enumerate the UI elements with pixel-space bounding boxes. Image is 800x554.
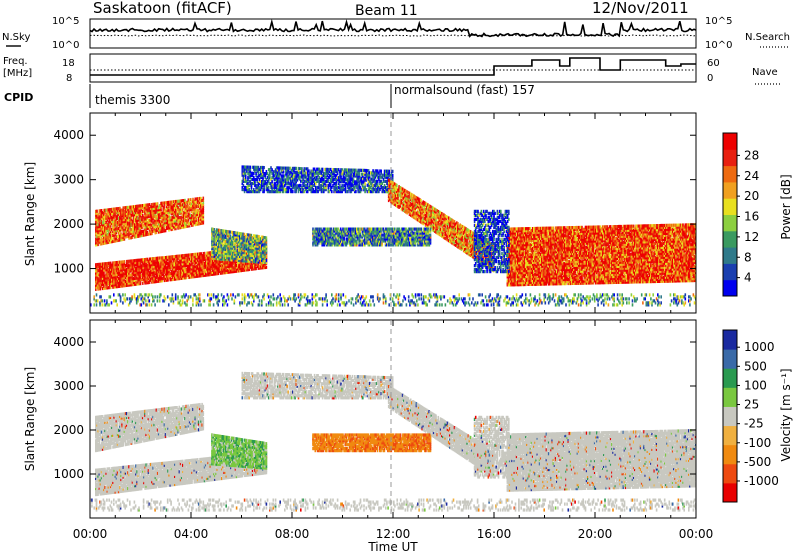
velocity-colorbar-tick: -100 [744,436,771,450]
power-colorbar-swatch [723,263,737,280]
velocity-xtick-label: 20:00 [578,527,613,541]
nsky-tick-high: 10^5 [52,16,79,27]
power-colorbar-tick: 28 [744,148,759,162]
power-colorbar-swatch [723,231,737,248]
power-colorbar-tick: 4 [744,271,752,285]
velocity-colorbar-swatch [723,368,737,388]
velocity-xtick-label: 04:00 [174,527,209,541]
nsearch-tick-low: 10^0 [705,40,732,51]
velocity-ytick-label: 2000 [53,423,84,437]
power-colorbar: 4 8 12 16 20 24 28 [723,133,759,297]
velocity-panel: 1000 2000 3000 4000 00:00 04:00 08:00 12:00 16:… [23,320,793,554]
velocity-colorbar-tick: -25 [744,417,764,431]
velocity-colorbar-label: Velocity [m s⁻¹] [779,368,793,461]
power-colorbar-swatch [723,215,737,232]
velocity-colorbar-tick: 1000 [744,340,775,354]
velocity-colorbar-tick: -500 [744,455,771,469]
velocity-colorbar-tick: 100 [744,378,767,392]
date-title: 12/Nov/2011 [592,0,689,17]
power-colorbar-swatch [723,198,737,215]
power-colorbar-swatch [723,280,737,297]
freq-tick-low: 8 [66,73,72,84]
velocity-ytick-label: 1000 [53,467,84,481]
velocity-colorbar-tick: 500 [744,359,767,373]
power-data-cells [90,165,697,306]
noise-panel: N.Sky 10^5 10^0 10^5 10^0 N.Search [2,16,790,51]
nsky-label: N.Sky [2,32,30,43]
power-ytick-label: 1000 [53,262,84,276]
power-colorbar-tick: 20 [744,189,759,203]
velocity-xtick-label: 00:00 [679,527,714,541]
velocity-colorbar-swatch [723,330,737,350]
power-colorbar-tick: 24 [744,169,759,183]
nave-tick-low: 0 [707,73,713,84]
velocity-ylabel: Slant Range [km] [23,367,37,471]
cpid-label: CPID [4,91,33,104]
nave-label: Nave [752,67,778,78]
velocity-colorbar: 1000 500 100 25 -25 -100 -500 -1000 [723,330,779,503]
velocity-colorbar-swatch [723,387,737,407]
nsky-tick-low: 10^0 [52,40,79,51]
velocity-xtick-label: 08:00 [275,527,310,541]
freq-label: Freq. [3,56,28,67]
power-ytick-label: 3000 [53,173,84,187]
power-ylabel: Slant Range [km] [23,162,37,266]
nsearch-label: N.Search [745,32,790,43]
cpid-mode-1: themis 3300 [95,93,170,107]
cpid-mode-2: normalsound (fast) 157 [394,83,535,97]
freq-panel: Freq. [MHz] 18 8 60 0 Nave [3,54,782,84]
freq-unit: [MHz] [3,68,32,79]
beam-title: Beam 11 [355,3,418,19]
station-title: Saskatoon (fitACF) [93,0,232,17]
power-ytick-label: 2000 [53,217,84,231]
velocity-colorbar-swatch [723,406,737,426]
power-colorbar-swatch [723,149,737,166]
velocity-colorbar-swatch [723,349,737,369]
nsearch-tick-high: 10^5 [705,16,732,27]
power-colorbar-swatch [723,166,737,183]
velocity-xtick-label: 00:00 [73,527,108,541]
power-panel: 1000 2000 3000 4000 Slant Range [km] 4 8 12 16… [23,113,793,313]
velocity-xtick-label: 12:00 [376,527,411,541]
freq-tick-high: 18 [62,58,75,69]
velocity-colorbar-tick: 25 [744,398,759,412]
power-colorbar-tick: 8 [744,250,752,264]
velocity-colorbar-swatch [723,464,737,484]
velocity-colorbar-swatch [723,426,737,446]
velocity-colorbar-swatch [723,445,737,465]
velocity-xtick-label: 16:00 [477,527,512,541]
power-colorbar-tick: 16 [744,210,759,224]
velocity-colorbar-swatch [723,483,737,503]
power-colorbar-swatch [723,182,737,199]
velocity-xlabel: Time UT [367,540,418,554]
cpid-row: CPID themis 3300 normalsound (fast) 157 [4,83,535,108]
power-colorbar-tick: 12 [744,230,759,244]
velocity-ytick-label: 4000 [53,335,84,349]
velocity-ytick-label: 3000 [53,379,84,393]
nave-tick-high: 60 [707,58,720,69]
power-colorbar-label: Power [dB] [779,174,793,239]
power-colorbar-swatch [723,247,737,264]
power-colorbar-swatch [723,133,737,150]
power-ytick-label: 4000 [53,128,84,142]
velocity-data-cells [90,372,697,512]
velocity-colorbar-tick: -1000 [744,474,779,488]
radar-summary-plot: Saskatoon (fitACF) Beam 11 12/Nov/2011 N… [0,0,800,554]
